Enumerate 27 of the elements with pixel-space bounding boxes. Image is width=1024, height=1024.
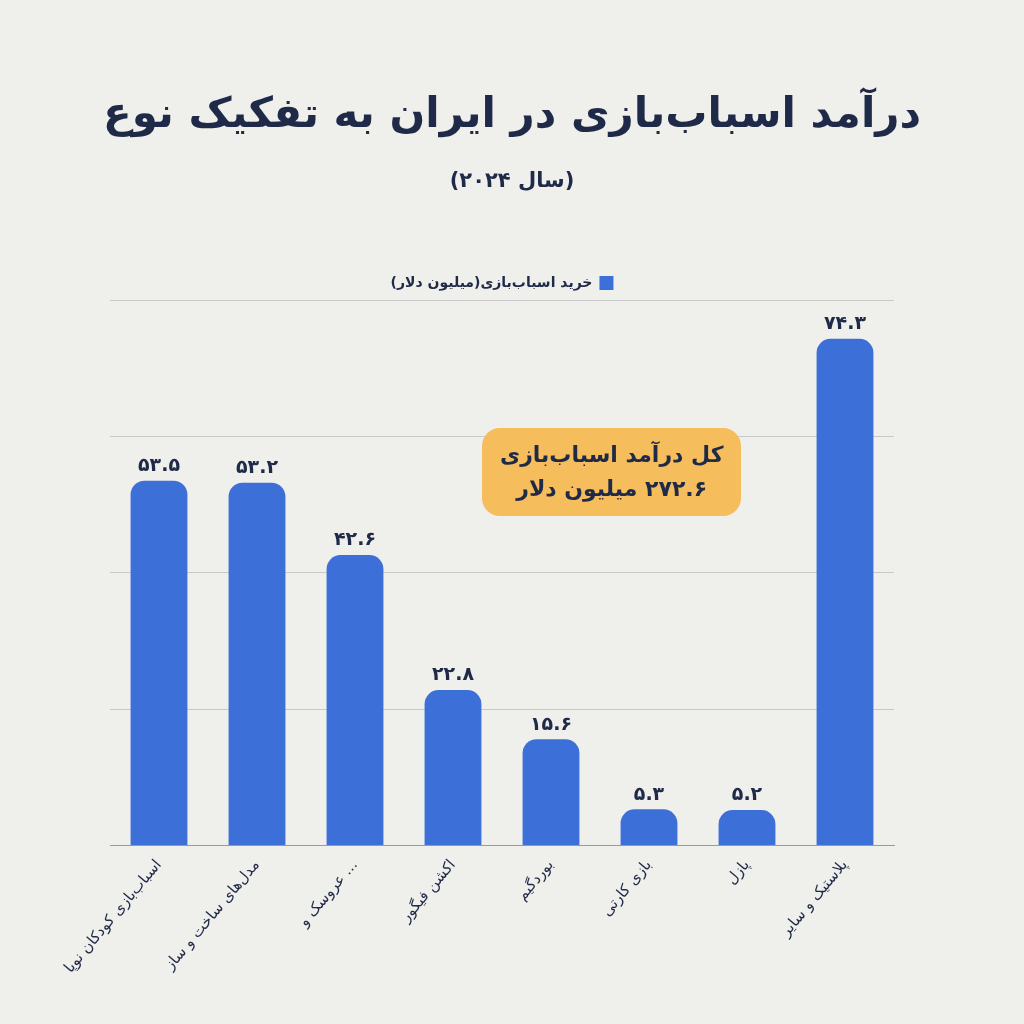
legend-label: خرید اسباب‌بازی(میلیون دلار) bbox=[390, 273, 593, 291]
x-tick-label: اسباب‌بازی کودکان نوپا bbox=[59, 855, 166, 977]
data-label: ۴۲.۶ bbox=[333, 527, 377, 550]
x-tick-label: پلاستیک و سایر bbox=[775, 855, 852, 942]
x-tick-label: بوردگیم bbox=[512, 855, 558, 904]
annotation: کل درآمد اسباب‌بازی ۲۷۲.۶ میلیون دلار bbox=[482, 428, 742, 517]
data-label: ۵۳.۲ bbox=[235, 455, 279, 478]
chart-subtitle: (سال ۲۰۲۴) bbox=[448, 168, 576, 192]
data-label: ۵.۳ bbox=[633, 781, 665, 804]
bar bbox=[816, 338, 874, 846]
bar bbox=[620, 809, 678, 846]
x-tick-label: اکشن فیگور bbox=[395, 855, 460, 927]
bar bbox=[130, 480, 188, 846]
data-label: ۱۵.۶ bbox=[529, 711, 573, 734]
bar bbox=[718, 810, 776, 846]
bar bbox=[228, 482, 286, 846]
x-tick-label: بازی کارتی bbox=[597, 855, 656, 920]
bar bbox=[326, 555, 384, 846]
x-tick-label: عروسک و ... bbox=[294, 855, 362, 931]
data-label: ۲۲.۸ bbox=[431, 662, 475, 685]
data-label: ۵۳.۵ bbox=[137, 453, 181, 476]
chart-title: درآمد اسباب‌بازی در ایران به تفکیک نوع bbox=[101, 88, 922, 137]
data-label: ۷۴.۳ bbox=[823, 311, 867, 334]
bar bbox=[424, 690, 482, 846]
bar bbox=[522, 739, 580, 846]
x-tick-label: پازل bbox=[721, 855, 754, 889]
data-label: ۵.۲ bbox=[731, 782, 763, 805]
